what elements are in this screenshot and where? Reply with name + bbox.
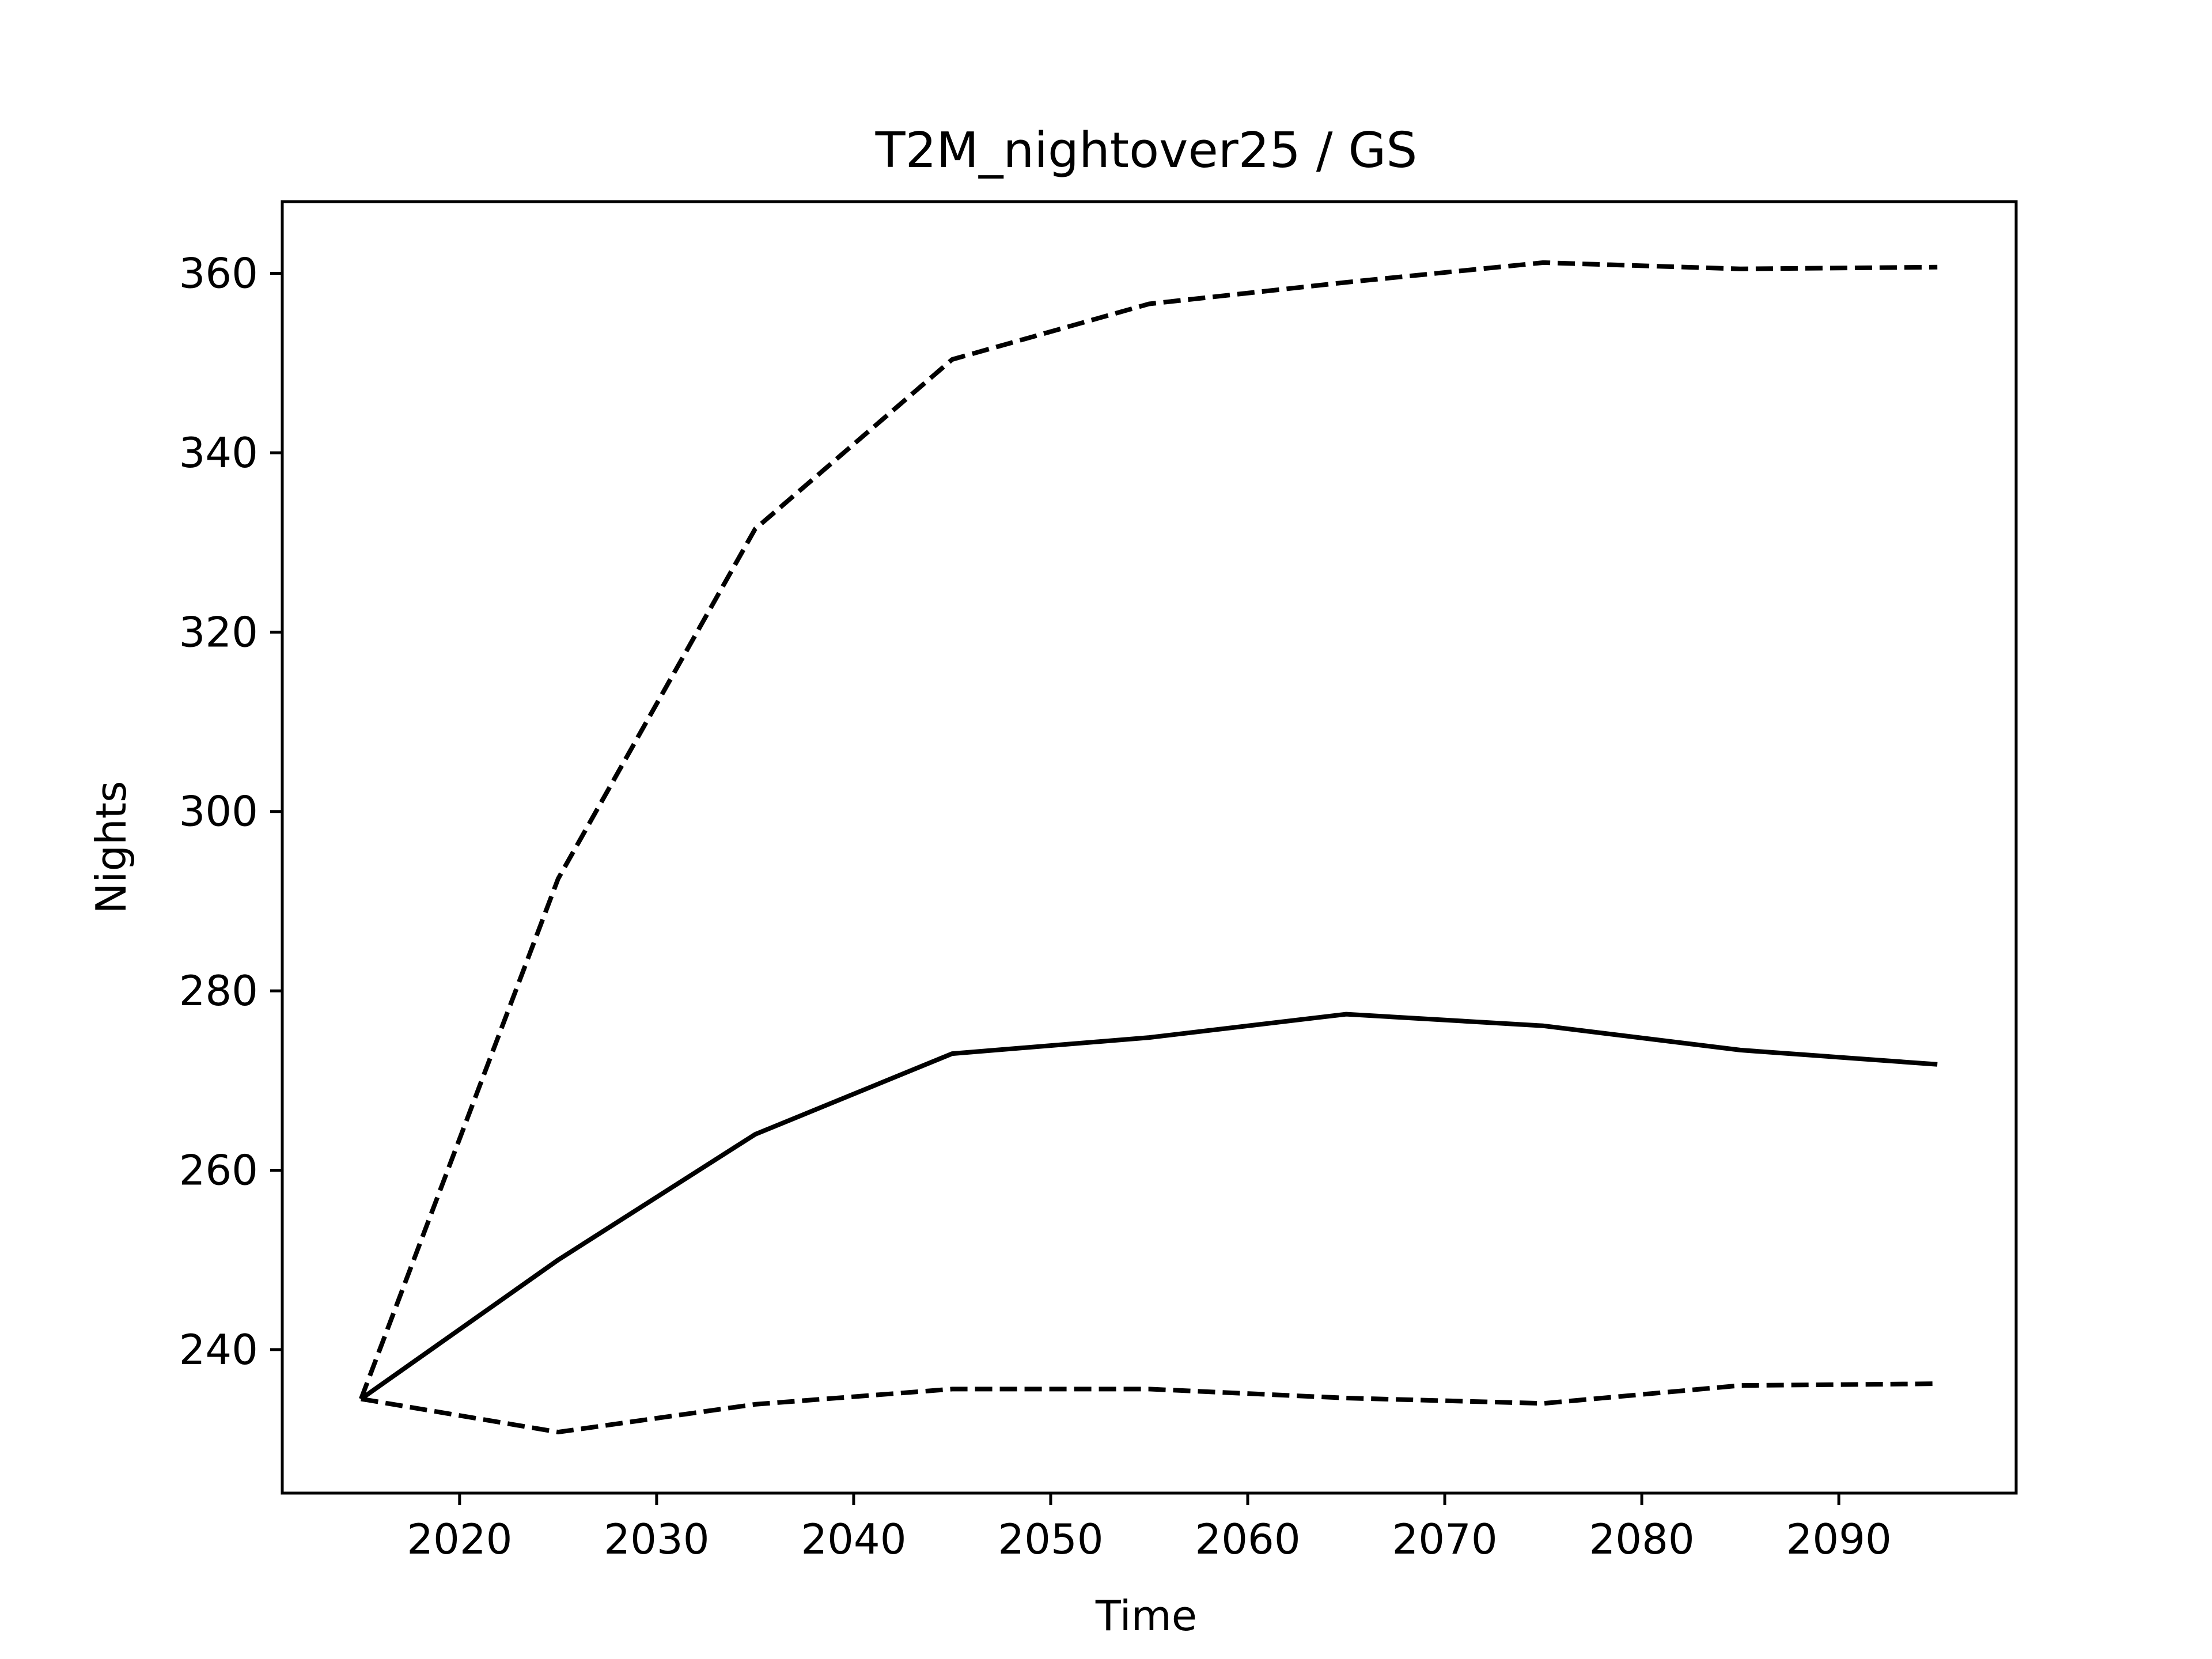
dashed-series-line-1: [359, 260, 1938, 1400]
x-tick-label: 2090: [1786, 1515, 1892, 1563]
x-axis: 2020 2030 2040 2050 2060 2070 2080 2090: [407, 1493, 1892, 1563]
y-tick-label: 320: [179, 608, 258, 656]
y-tick-label: 340: [179, 429, 258, 477]
y-tick-label: 300: [179, 787, 258, 836]
plot-area: 2020 2030 2040 2050 2060 2070 2080 2090 2402602…: [179, 200, 2018, 1563]
x-tick-label: 2070: [1392, 1515, 1497, 1563]
y-tick-label: 360: [179, 249, 258, 298]
plot-frame: [281, 200, 2018, 1495]
series-lines: [359, 260, 1938, 1435]
y-tick-label: 260: [179, 1146, 258, 1195]
y-axis: 240 260 280 300 320 340 360: [179, 249, 282, 1374]
x-tick-label: 2040: [801, 1515, 906, 1563]
solid-series-line-0: [359, 1012, 1938, 1401]
x-tick-label: 2020: [407, 1515, 512, 1563]
y-axis-label: Nights: [87, 781, 135, 914]
y-tick-label: 280: [179, 967, 258, 1015]
y-tick-label: 240: [179, 1325, 258, 1374]
chart-title: T2M_nightover25 / GS: [875, 122, 1418, 179]
x-tick-label: 2030: [604, 1515, 709, 1563]
dashed-series-line-2: [361, 1381, 1938, 1435]
x-tick-label: 2080: [1589, 1515, 1694, 1563]
x-tick-label: 2050: [998, 1515, 1103, 1563]
x-tick-label: 2060: [1195, 1515, 1300, 1563]
x-axis-label: Time: [1095, 1592, 1197, 1640]
